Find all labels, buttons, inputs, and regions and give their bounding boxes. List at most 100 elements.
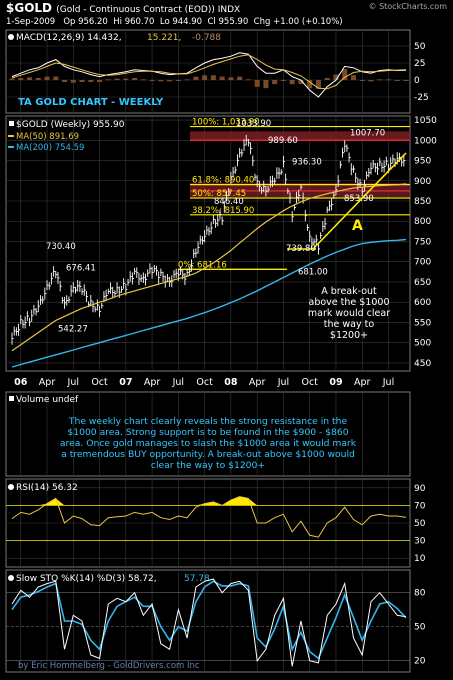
price-annotation: 936.30 [292,158,322,168]
macd-hist-bar [167,80,173,82]
date-tick-label: 09 [329,377,342,388]
rsi-line [11,496,407,538]
price-tick-label: 950 [414,157,431,167]
price-tick-label: 750 [414,237,431,247]
macd-signal-line [11,54,407,90]
macd-hist-bar [377,79,383,81]
sto-k-line [11,578,407,667]
price-axis: 1050 1000 950 900 850 800 750 700 650 600 550 500 45… [414,116,437,369]
sto-legend-marker [8,575,14,581]
symbol-header: $GOLD (Gold - Continuous Contract (EOD))… [6,1,240,15]
date-tick-label: Oct [301,377,318,388]
macd-histogram [9,69,409,89]
date-tick-label: Jul [382,377,394,388]
triangle-pattern: A [287,152,407,250]
macd-legend: MACD(12,26,9) 14.432, 15.221, -0.788 [8,33,221,43]
date-tick-label: 06 [14,377,28,388]
macd-hist-bar [202,75,208,80]
macd-hist-bar [272,80,278,85]
macd-label: MACD(12,26,9) 14.432, [16,33,122,43]
ma50-legend-label: MA(50) 891.69 [16,132,79,142]
price-annotation: 730.40 [46,242,76,252]
rsi-tick-label: 90 [414,484,426,494]
macd-tick-label: 50 [414,42,426,52]
resistance-band [190,131,410,142]
commentary: The weekly chart clearly reveals the str… [60,416,357,471]
symbol: $GOLD [6,1,53,15]
price-tick-label: 500 [414,339,431,349]
macd-axis: 50 25 0 -25 [414,42,429,103]
date-tick-label: Oct [196,377,213,388]
date-tick-label: Jul [172,377,184,388]
sto-axis: 80 50 20 [414,589,426,667]
date-tick-label: Oct [91,377,108,388]
price-tick-label: 450 [414,359,431,369]
fib-label: 38.2%: 815.90 [192,206,254,216]
macd-hist-bar [254,80,260,87]
price-tick-label: 900 [414,177,431,187]
sto-d-value: 57.78 [184,574,210,584]
macd-signal-value: 15.221, [147,33,181,43]
ma200-legend-label: MA(200) 754.59 [16,143,84,153]
sto-tick-label: 50 [414,623,426,633]
macd-hist-bar [403,80,409,81]
fib-label: 100%: 1,033.90 [192,118,260,128]
volume-panel [5,391,411,477]
macd-hist-bar [359,80,365,81]
macd-hist-bar [62,80,68,83]
commentary-line: area. Once gold manages to slash the $10… [60,438,357,449]
pattern-label: A [352,218,363,234]
date-tick-label: 07 [119,377,132,388]
price-tick-label: 650 [414,278,431,288]
macd-hist-bar [175,80,181,81]
macd-hist-bar [210,75,216,80]
price-annotations: 730.40 676.41 542.27 1033.90 989.60 936.30 100… [46,119,385,335]
chart-title: TA GOLD CHART - WEEKLY [18,97,164,108]
macd-hist-bar [394,80,400,81]
breakout-note-line: A break-out [321,286,377,297]
commentary-line: a tremendous BUY opportunity. A break-ou… [61,449,355,460]
volume-label: Volume undef [16,395,79,405]
rsi-tick-label: 30 [414,537,426,547]
fibonacci-levels: 100%: 1,033.90 61.8%: 890.40 50%: 857.45 38… [178,118,410,270]
price-tick-label: 1050 [414,116,437,126]
price-bars [11,134,406,345]
macd-panel [5,29,411,114]
macd-hist-bar [184,79,190,81]
breakout-note-line: $1200+ [330,330,368,341]
rsi-axis: 90 70 50 30 10 [414,484,426,564]
macd-hist-bar [53,76,59,80]
macd-hist-bar [385,79,391,81]
macd-hist-bar [237,76,243,80]
macd-hist-bar [79,80,85,83]
price-annotation: 989.60 [268,136,298,146]
macd-hist-bar [219,76,225,80]
fib-label: 61.8%: 890.40 [192,176,254,186]
sto-tick-label: 20 [414,657,426,667]
macd-tick-label: 25 [414,59,425,69]
rsi-legend-marker [8,484,14,490]
volume-legend-marker [9,396,14,401]
macd-hist-bar [158,80,164,82]
macd-hist-bar [263,80,269,89]
price-tick-label: 800 [414,217,431,227]
symbol-description: (Gold - Continuous Contract (EOD)) INDX [56,5,241,15]
price-annotation: 853.90 [344,194,374,204]
macd-hist-bar [35,77,41,80]
sto-label: Slow STO %K(14) %D(3) 58.72, [16,574,157,584]
price-panel [5,115,411,372]
sto-d-line [11,580,407,660]
quote-close: Cl 955.90 [207,17,249,27]
price-tick-label: 700 [414,258,431,268]
sto-tick-label: 80 [414,589,426,599]
quote-open: Op 956.20 [63,17,108,27]
date-tick-label: Jul [67,377,79,388]
quote-change: Chg +1.00 (+0.10%) [253,17,343,27]
commentary-line: $1000 area. Strong support is to be foun… [67,427,348,438]
rsi-tick-label: 50 [414,519,426,529]
macd-hist-bar [88,80,94,83]
price-legend-marker [9,121,14,126]
support-band [190,182,410,197]
